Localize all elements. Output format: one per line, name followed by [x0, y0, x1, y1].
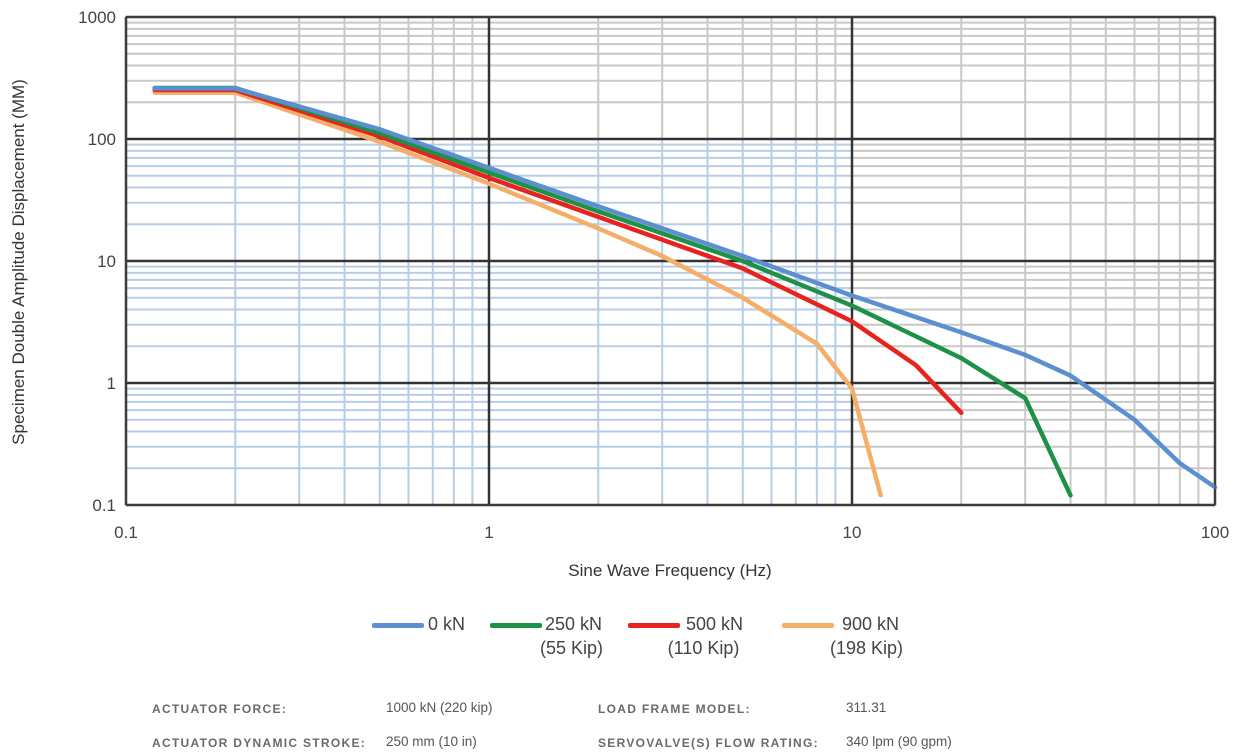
- y-axis-label: Specimen Double Amplitude Displacement (…: [9, 79, 28, 445]
- x-axis-label: Sine Wave Frequency (Hz): [568, 561, 771, 580]
- legend-sublabel: (198 Kip): [830, 638, 904, 658]
- servovalve-flow-label: SERVOVALVE(S) FLOW RATING:: [598, 736, 819, 750]
- series-line-0-kn: [152, 86, 1218, 490]
- x-tick-label: 0.1: [114, 523, 138, 542]
- servovalve-flow-value: 340 lpm (90 gpm): [846, 734, 952, 749]
- y-tick-label: 1: [107, 374, 116, 393]
- series-line-900-kn: [152, 90, 883, 498]
- chart-legend: 0 kN 250 kN (55 Kip) 500 kN (110 Kip) 90…: [0, 612, 1240, 672]
- x-tick-label: 10: [843, 523, 862, 542]
- axis-tick-labels: 0.1 1 10 100 0.1 1 10 100 1000: [78, 8, 1229, 542]
- y-tick-label: 100: [88, 130, 116, 149]
- legend-sublabel: (55 Kip): [540, 638, 604, 658]
- y-tick-label: 1000: [78, 8, 116, 27]
- load-frame-model-value: 311.31: [846, 700, 887, 715]
- x-tick-label: 1: [484, 523, 493, 542]
- actuator-stroke-value: 250 mm (10 in): [386, 734, 477, 749]
- legend-label: 250 kN: [544, 614, 603, 634]
- legend-sublabel: (110 Kip): [667, 638, 740, 658]
- y-tick-label: 0.1: [92, 496, 116, 515]
- specifications-table: ACTUATOR FORCE: 1000 kN (220 kip) LOAD F…: [0, 700, 1240, 755]
- legend-swatch-0kn: [372, 623, 424, 628]
- displacement-frequency-chart: 0.1 1 10 100 0.1 1 10 100 1000 Sine Wave Frequen…: [9, 8, 1229, 580]
- legend-label: 500 kN: [686, 614, 744, 634]
- legend-label: 900 kN: [842, 614, 900, 634]
- chart-series-group: [152, 85, 1218, 498]
- legend-swatch-500kn: [628, 623, 680, 628]
- legend-label: 0 kN: [428, 614, 466, 634]
- legend-swatch-250kn: [490, 623, 542, 628]
- x-tick-label: 100: [1201, 523, 1229, 542]
- actuator-stroke-label: ACTUATOR DYNAMIC STROKE:: [152, 736, 367, 750]
- load-frame-model-label: LOAD FRAME MODEL:: [598, 702, 751, 716]
- series-line-500-kn: [152, 87, 964, 416]
- y-tick-label: 10: [97, 252, 116, 271]
- plot-area-frame: [125, 16, 1216, 506]
- actuator-force-label: ACTUATOR FORCE:: [152, 702, 288, 716]
- actuator-force-value: 1000 kN (220 kip): [386, 700, 493, 715]
- legend-swatch-900kn: [782, 623, 834, 628]
